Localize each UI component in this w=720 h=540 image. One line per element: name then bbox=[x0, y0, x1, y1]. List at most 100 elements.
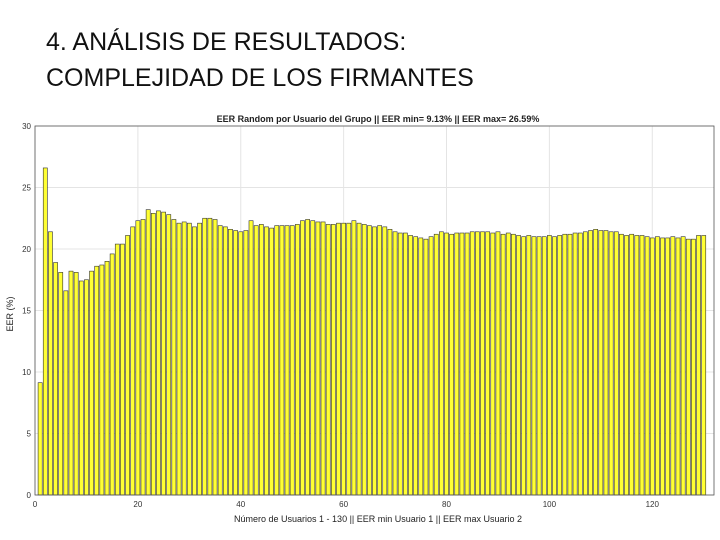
bar bbox=[351, 220, 357, 496]
bar bbox=[99, 264, 105, 496]
bar bbox=[629, 233, 635, 496]
bar bbox=[58, 272, 64, 496]
bar bbox=[181, 221, 187, 496]
x-tick-label: 80 bbox=[442, 500, 451, 509]
bar bbox=[248, 220, 254, 496]
bar bbox=[670, 236, 676, 496]
bar bbox=[372, 226, 377, 496]
bar bbox=[320, 221, 326, 496]
bar bbox=[619, 233, 624, 496]
slide-title: 4. ANÁLISIS DE RESULTADOS: COMPLEJIDAD D… bbox=[46, 24, 706, 96]
bar bbox=[403, 232, 408, 496]
bar bbox=[469, 231, 475, 496]
bar bbox=[84, 279, 89, 496]
bar bbox=[464, 232, 470, 496]
bar bbox=[387, 229, 393, 496]
bar bbox=[665, 237, 671, 496]
y-tick-label: 5 bbox=[27, 430, 32, 439]
bar bbox=[89, 270, 94, 496]
bar bbox=[145, 209, 151, 496]
bar bbox=[701, 235, 707, 496]
bar bbox=[541, 236, 547, 496]
bar bbox=[428, 236, 434, 496]
bar bbox=[408, 235, 413, 496]
bar bbox=[207, 217, 213, 496]
bar bbox=[253, 225, 259, 496]
bar bbox=[130, 226, 136, 496]
bar bbox=[634, 235, 640, 496]
bar bbox=[490, 232, 496, 496]
bar bbox=[511, 233, 516, 496]
bar bbox=[495, 231, 501, 496]
bar bbox=[675, 237, 681, 496]
bar bbox=[356, 222, 362, 496]
bar bbox=[346, 222, 352, 496]
bar bbox=[68, 270, 74, 496]
bar bbox=[279, 225, 285, 496]
bar bbox=[454, 232, 460, 496]
bar bbox=[171, 219, 177, 496]
bar bbox=[413, 236, 419, 496]
bar bbox=[42, 167, 48, 496]
bar bbox=[238, 231, 244, 496]
bar bbox=[449, 233, 455, 496]
bar bbox=[156, 210, 161, 496]
bar bbox=[505, 232, 511, 496]
bar bbox=[186, 222, 192, 496]
bar bbox=[577, 232, 583, 496]
y-tick-label: 0 bbox=[27, 491, 32, 500]
bar bbox=[233, 230, 238, 496]
bar bbox=[691, 238, 696, 496]
bar bbox=[104, 261, 110, 496]
bar bbox=[598, 230, 604, 496]
bar bbox=[37, 382, 43, 496]
bar bbox=[289, 225, 295, 496]
bar bbox=[572, 232, 578, 496]
bar bbox=[521, 236, 527, 496]
bar bbox=[176, 222, 182, 496]
bar bbox=[197, 222, 202, 496]
y-axis-label: EER (%) bbox=[5, 296, 15, 331]
bar bbox=[516, 235, 521, 496]
x-tick-label: 40 bbox=[236, 500, 245, 509]
bar bbox=[444, 232, 449, 496]
bar bbox=[341, 222, 346, 496]
bar bbox=[120, 243, 125, 496]
bar bbox=[392, 231, 398, 496]
bar bbox=[269, 227, 274, 496]
bar bbox=[300, 220, 305, 496]
y-tick-label: 20 bbox=[22, 245, 31, 254]
bar bbox=[140, 219, 146, 496]
bar bbox=[53, 262, 58, 496]
bar bbox=[125, 235, 130, 496]
bar bbox=[593, 229, 599, 496]
bar bbox=[264, 226, 269, 496]
chart-title: EER Random por Usuario del Grupo || EER … bbox=[217, 114, 540, 124]
bar bbox=[696, 235, 701, 496]
bar bbox=[644, 236, 650, 496]
bar bbox=[418, 237, 424, 496]
bar bbox=[78, 280, 84, 496]
bar bbox=[315, 221, 321, 496]
bar bbox=[284, 225, 290, 496]
x-tick-label: 0 bbox=[33, 500, 38, 509]
bar bbox=[680, 236, 686, 496]
bar bbox=[109, 253, 115, 496]
bar bbox=[366, 225, 372, 496]
bar bbox=[439, 231, 444, 496]
bar bbox=[228, 229, 233, 496]
bar bbox=[485, 231, 491, 496]
slide-title-line-2: COMPLEJIDAD DE LOS FIRMANTES bbox=[46, 64, 474, 92]
plot-area: 0 20 40 60 80 100 120 0 5 10 15 20 25 30 bbox=[22, 122, 715, 509]
y-tick-label: 15 bbox=[22, 307, 31, 316]
y-tick-label: 25 bbox=[22, 184, 31, 193]
bar bbox=[135, 220, 141, 496]
bar bbox=[161, 211, 166, 496]
bar bbox=[531, 236, 537, 496]
bar bbox=[243, 230, 249, 496]
bar bbox=[624, 235, 629, 496]
bar bbox=[258, 224, 264, 496]
eer-bar-chart: EER Random por Usuario del Grupo || EER … bbox=[5, 114, 715, 524]
bar bbox=[433, 233, 439, 496]
x-axis-label: Número de Usuarios 1 - 130 || EER min Us… bbox=[234, 514, 522, 524]
